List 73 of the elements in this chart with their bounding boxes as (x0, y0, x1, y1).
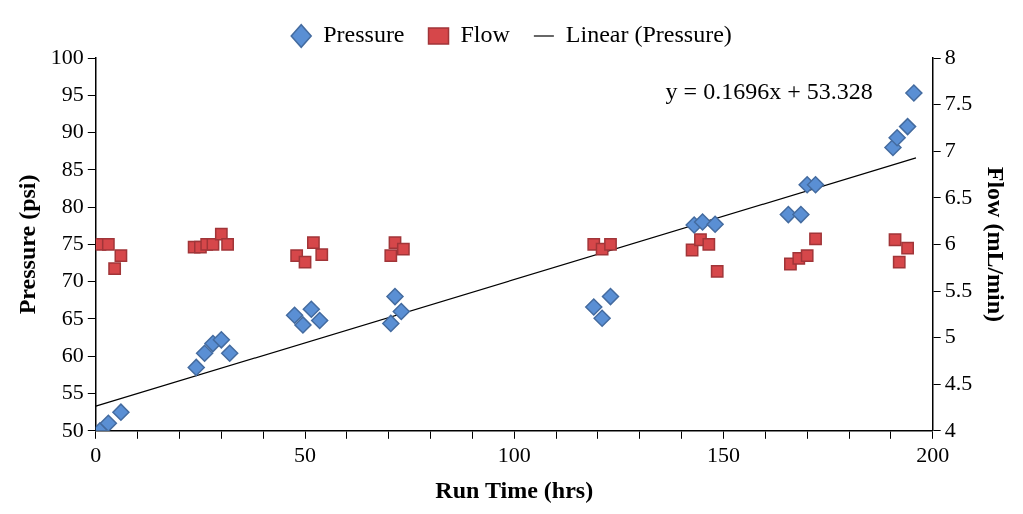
point (382, 314, 400, 333)
y2-tick-label: 4 (944, 416, 956, 442)
point (99, 414, 118, 431)
point (294, 316, 312, 334)
point (212, 331, 231, 349)
point (888, 233, 902, 247)
point (101, 237, 115, 251)
y-tick-label: 75 (61, 230, 84, 256)
point (306, 236, 320, 249)
point (195, 344, 214, 363)
point (892, 255, 906, 269)
point (285, 306, 304, 324)
point (214, 227, 228, 241)
point (302, 300, 321, 319)
y-tick-label: 85 (61, 155, 84, 181)
point (800, 249, 814, 262)
legend-label: Linear (Pressure) (565, 21, 732, 48)
point (392, 302, 411, 321)
point (112, 403, 130, 421)
annotation: y = 0.1696x + 53.328 (665, 78, 873, 105)
y-axis-title: Pressure (psi) (13, 174, 40, 315)
point (298, 255, 312, 269)
y2-tick-label: 4.5 (944, 369, 973, 395)
point (386, 287, 404, 306)
legend-label: Flow (460, 21, 511, 48)
point (809, 232, 822, 246)
y2-axis-title: Flow (mL/min) (983, 166, 1010, 323)
y2-tick-label: 6 (944, 230, 956, 256)
point (604, 237, 617, 251)
y2-tick-label: 6.5 (944, 183, 973, 209)
point (396, 242, 410, 256)
y-tick-label: 55 (61, 379, 84, 405)
point (693, 213, 712, 231)
y-tick-label: 50 (61, 416, 84, 442)
point (310, 311, 329, 330)
point (187, 358, 205, 377)
point (384, 249, 398, 262)
y-tick-label: 70 (61, 267, 84, 293)
y-tick-label: 100 (50, 43, 84, 69)
point (221, 237, 235, 251)
y2-tick-label: 5.5 (944, 276, 973, 302)
x-tick-label: 150 (706, 441, 740, 467)
y-tick-label: 90 (61, 118, 84, 144)
point (898, 117, 917, 136)
y-tick-label: 60 (61, 342, 84, 368)
point (905, 84, 923, 102)
point (706, 215, 724, 234)
point (315, 248, 329, 262)
x-tick-label: 0 (90, 441, 102, 467)
point (585, 298, 603, 316)
x-axis-title: Run Time (hrs) (435, 476, 594, 503)
point (888, 129, 906, 147)
x-tick-label: 100 (497, 441, 531, 467)
legend-label: Pressure (323, 21, 405, 48)
y-tick-label: 80 (61, 192, 84, 218)
point (901, 241, 914, 255)
point (601, 287, 620, 306)
point (114, 249, 128, 262)
y-tick-label: 65 (61, 304, 84, 330)
point (806, 176, 825, 194)
point (792, 205, 810, 224)
y2-tick-label: 5 (944, 323, 956, 349)
x-tick-label: 200 (916, 441, 950, 467)
y2-tick-label: 7 (944, 136, 956, 162)
point (108, 262, 122, 276)
y-tick-label: 95 (61, 81, 84, 107)
y2-tick-label: 8 (944, 43, 956, 69)
point (593, 309, 611, 327)
y2-tick-label: 7.5 (944, 90, 973, 116)
point (220, 344, 239, 363)
x-tick-label: 50 (294, 441, 317, 467)
point (702, 237, 716, 251)
point (710, 265, 724, 278)
